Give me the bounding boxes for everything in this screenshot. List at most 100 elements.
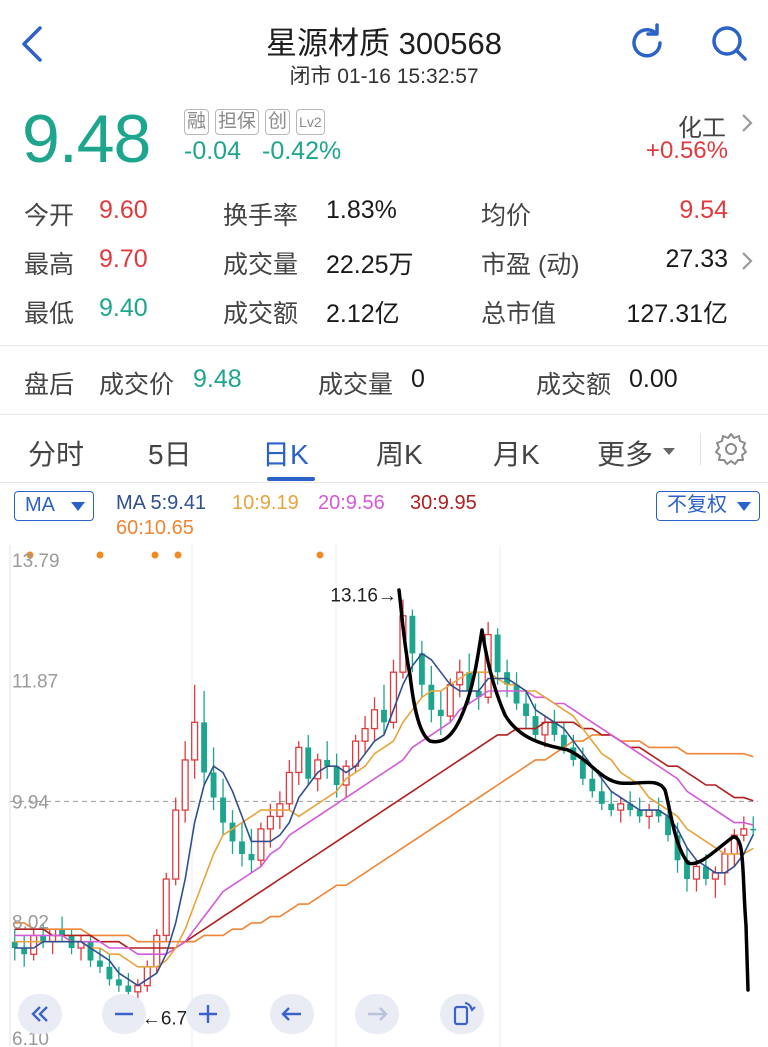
candle-body — [466, 672, 473, 691]
crosshair-button[interactable] — [102, 994, 146, 1034]
candle-body — [721, 853, 729, 874]
divider — [0, 345, 768, 346]
after-hours-amount-label: 成交额 — [536, 371, 612, 399]
tab-more[interactable]: 更多 — [597, 439, 654, 470]
candle-body — [494, 634, 501, 673]
price-change: -0.04 — [184, 137, 241, 165]
stat-value-turnover: 1.83% — [326, 196, 397, 224]
chinext-badge[interactable]: 创 — [265, 109, 291, 135]
stat-value-high: 9.70 — [99, 245, 148, 273]
ma60-line — [14, 734, 754, 943]
refresh-icon[interactable] — [624, 20, 670, 66]
y-tick-label: 9.94 — [12, 792, 49, 813]
stat-value-pe[interactable]: 27.33 — [665, 245, 728, 273]
tab-intraday[interactable]: 分时 — [28, 439, 85, 470]
candle-body — [665, 816, 671, 836]
stat-value-volume: 22.25万 — [326, 251, 414, 279]
candle-body — [740, 828, 748, 836]
candle-body — [210, 772, 217, 798]
last-price: 9.48 — [22, 101, 151, 177]
page-title: 星源材质 300568 — [265, 26, 503, 61]
candle-body — [428, 684, 435, 710]
candle-body — [21, 947, 28, 955]
candle-body — [11, 941, 18, 948]
after-hours-title: 盘后 — [24, 371, 75, 399]
indicator-select[interactable]: MA — [14, 491, 94, 521]
adjust-select-label: 不复权 — [667, 494, 727, 516]
stat-label-turnover: 换手率 — [223, 202, 299, 230]
candle-body — [523, 703, 529, 717]
price-change-pct: -0.42% — [262, 137, 342, 165]
zoom-in-button[interactable] — [186, 994, 230, 1034]
candle-body — [692, 865, 701, 880]
tab-5day[interactable]: 5日 — [148, 439, 192, 470]
hand-drawn-mark — [397, 588, 750, 992]
ma30-value: 30:9.95 — [410, 492, 477, 514]
divider — [700, 433, 701, 465]
candle-body — [153, 934, 161, 968]
candle-body — [702, 866, 709, 880]
event-dot — [26, 551, 34, 559]
stat-value-amount: 2.12亿 — [326, 300, 400, 328]
candle-body — [446, 684, 454, 717]
scroll-right-button[interactable] — [355, 994, 399, 1034]
candle-body — [551, 722, 558, 735]
candle-body — [475, 690, 482, 698]
gear-icon[interactable] — [713, 431, 749, 467]
search-icon[interactable] — [704, 20, 754, 66]
candle-body — [645, 809, 653, 818]
stat-label-high: 最高 — [24, 251, 75, 279]
ma10-value: 10:9.19 — [232, 492, 299, 514]
candle-body — [389, 671, 398, 723]
candle-body — [627, 803, 634, 811]
stat-label-open: 今开 — [24, 202, 75, 230]
margin-badge[interactable]: 融 — [184, 109, 210, 135]
candle-body — [674, 835, 681, 861]
top-bar: 星源材质 300568 闭市 01-16 15:32:57 — [0, 0, 768, 92]
tab-daily-k[interactable]: 日K — [262, 439, 309, 470]
candle-body — [342, 765, 350, 786]
stock-badges: 融 担保 创 Lv2 — [184, 109, 325, 135]
candle-body — [229, 822, 236, 842]
candle-body — [750, 828, 757, 831]
y-tick-label: 8.02 — [12, 913, 49, 934]
rotate-button[interactable] — [440, 994, 484, 1034]
zoom-out-button[interactable] — [18, 994, 62, 1034]
candle-body — [324, 759, 331, 767]
chevron-right-icon[interactable] — [740, 250, 754, 272]
caret-down-icon — [737, 502, 751, 511]
caret-down-icon[interactable] — [662, 446, 676, 456]
candle-body — [239, 841, 245, 854]
candle-body — [30, 934, 38, 955]
ma5-line — [14, 652, 755, 987]
level2-badge[interactable]: Lv2 — [296, 109, 325, 135]
candle-body — [333, 766, 340, 786]
candle-body — [201, 722, 208, 773]
tab-monthly-k[interactable]: 月K — [493, 439, 540, 470]
candle-body — [220, 797, 226, 823]
ma60-value: 60:10.65 — [116, 517, 194, 539]
scroll-left-button[interactable] — [270, 994, 314, 1034]
candle-body — [532, 716, 539, 735]
candle-body — [266, 815, 274, 830]
collateral-badge[interactable]: 担保 — [215, 109, 260, 135]
rotate-screen-icon — [453, 1002, 476, 1026]
chevron-right-icon[interactable] — [740, 112, 754, 134]
back-arrow-icon[interactable] — [14, 22, 54, 66]
candle-body — [579, 759, 586, 779]
after-hours-price-label: 成交价 — [99, 371, 175, 399]
sector-link[interactable]: 化工 — [678, 115, 726, 142]
candle-body — [143, 966, 151, 987]
candle-body — [636, 810, 643, 817]
candle-body — [437, 709, 444, 717]
candle-body — [97, 960, 103, 967]
stat-label-pe[interactable]: 市盈 (动) — [481, 251, 580, 279]
tab-weekly-k[interactable]: 周K — [376, 439, 423, 470]
stat-label-volume: 成交量 — [223, 251, 299, 279]
candle-body — [115, 979, 122, 986]
adjust-select[interactable]: 不复权 — [656, 491, 760, 521]
stat-value-low: 9.40 — [99, 294, 148, 322]
active-tab-indicator — [267, 477, 315, 481]
ma20-value: 20:9.56 — [318, 492, 385, 514]
